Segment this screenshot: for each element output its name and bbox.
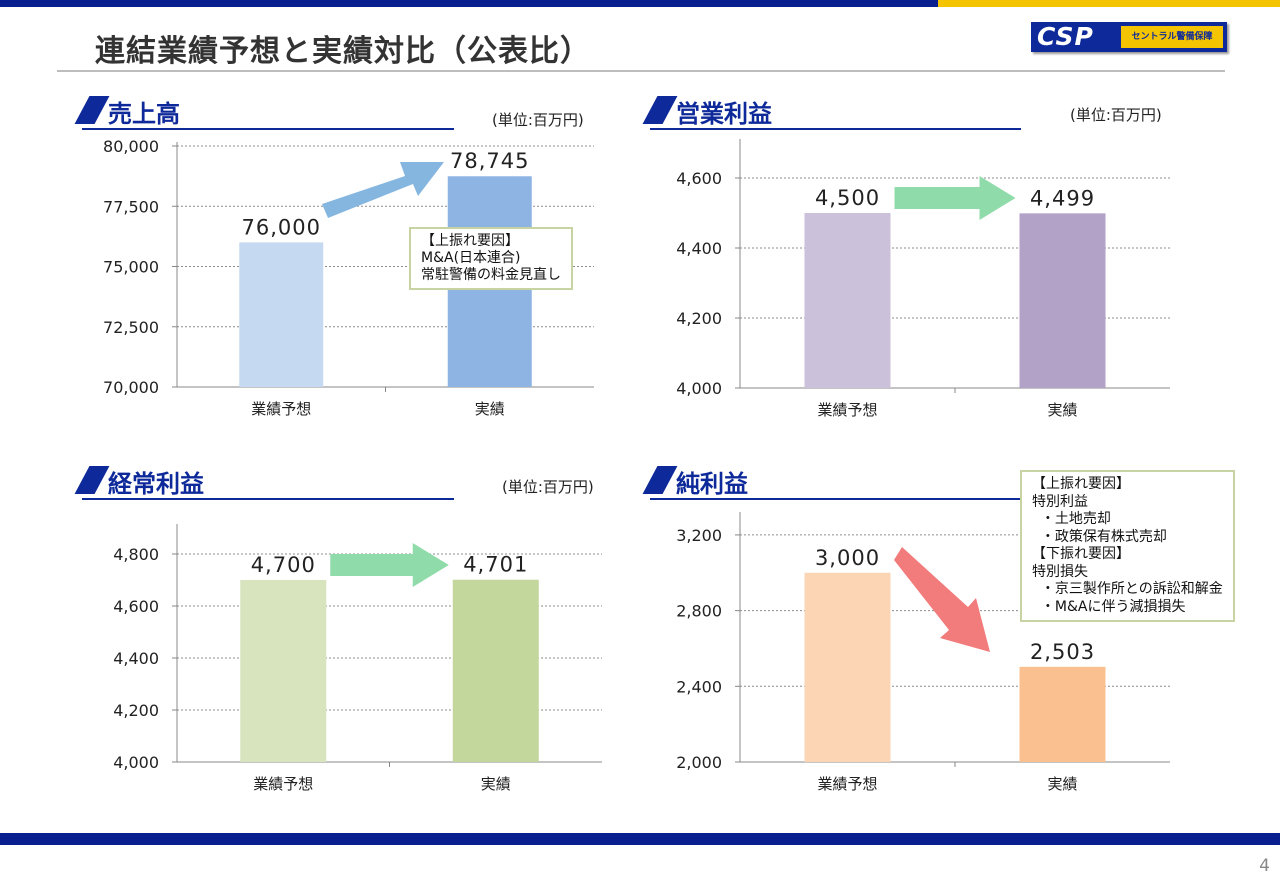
note-line: 常駐警備の料金見直し (421, 267, 561, 283)
net-income-bar-chart: 2,000 2,400 2,800 3,200 3,000 業績予想 2,503 実績 (676, 512, 1170, 793)
y-tick-label: 77,500 (103, 197, 159, 216)
ordinary-profit-bar-chart: 4,000 4,200 4,400 4,600 4,800 4,700 業績予想 4,701 実… (113, 524, 602, 793)
unit-label: (単位:百万円) (502, 478, 594, 496)
change-arrow (894, 547, 990, 652)
y-tick-label: 2,400 (676, 677, 722, 696)
panel-title-rule (650, 498, 1021, 500)
panel-title-text: 経常利益 (108, 470, 204, 498)
y-tick-label: 75,000 (103, 258, 159, 277)
bar-actual (1019, 666, 1106, 762)
panel-ordinary-profit: 経常利益 (単位:百万円) 4,000 4,200 4,400 4,600 4,800 4… (74, 462, 682, 832)
y-tick-label: 4,600 (113, 597, 159, 616)
page-title: 連結業績予想と実績対比（公表比） (95, 34, 591, 69)
y-tick-label: 2,000 (676, 753, 722, 772)
bar-value-label: 3,000 (815, 546, 880, 570)
unit-label: (単位:百万円) (492, 111, 584, 129)
y-tick-label: 3,200 (676, 526, 722, 545)
net-income-factor-note: 【上振れ要因】 特別利益 ・土地売却 ・政策保有株式売却 【下振れ要因】 特別損失 ・… (1020, 470, 1235, 622)
logo-mark: CSP (1037, 22, 1094, 51)
y-tick-label: 4,200 (676, 309, 722, 328)
x-category-label: 業績予想 (251, 400, 311, 418)
change-arrow (330, 543, 449, 587)
panel-title-rule (650, 128, 1021, 130)
change-arrow (322, 162, 444, 218)
bar-value-label: 4,701 (463, 553, 528, 577)
bar-forecast (804, 213, 891, 388)
y-tick-label: 4,600 (676, 169, 722, 188)
company-logo: CSP セントラル警備保障 (1031, 22, 1227, 52)
y-tick-label: 4,800 (113, 545, 159, 564)
panel-operating-profit: 営業利益 (単位:百万円) 4,000 4,200 4,400 4,600 4,500 業… (642, 92, 1250, 462)
note-line: ・京三製作所との訴訟和解金 (1032, 581, 1223, 597)
y-tick-label: 2,800 (676, 602, 722, 621)
sales-factor-note: 【上振れ要因】 M&A(日本連合) 常駐警備の料金見直し (409, 227, 573, 290)
y-tick-label: 4,400 (676, 239, 722, 258)
note-line: ・土地売却 (1032, 511, 1111, 527)
panel-title-text: 売上高 (108, 100, 180, 128)
x-category-label: 実績 (1047, 775, 1077, 793)
bar-value-label: 78,745 (450, 149, 529, 173)
top-accent-bar-blue (0, 0, 938, 7)
top-accent-bar-yellow (938, 0, 1280, 7)
y-tick-label: 4,000 (676, 379, 722, 398)
panel-net-income: 純利益 2,000 2,400 2,800 3,200 3,000 業績予想 2,503 実績… (642, 462, 1250, 832)
y-tick-label: 4,000 (113, 753, 159, 772)
note-line: 特別利益 (1032, 493, 1088, 510)
x-category-label: 実績 (481, 775, 511, 793)
bar-value-label: 4,500 (815, 186, 880, 210)
y-tick-label: 4,400 (113, 649, 159, 668)
panel-title-rule (82, 498, 454, 500)
y-tick-label: 4,200 (113, 701, 159, 720)
bar-forecast (804, 572, 891, 762)
y-tick-label: 80,000 (103, 137, 159, 156)
panel-sales: 売上高 (単位:百万円) 70,000 72,500 75,000 77,500 80,… (74, 92, 682, 462)
title-slash-icon (74, 96, 110, 124)
page-number: 4 (1259, 856, 1270, 876)
note-line: ・政策保有株式売却 (1032, 528, 1167, 545)
note-line: 【下振れ要因】 (1032, 546, 1130, 562)
bottom-accent-bar (0, 833, 1280, 845)
title-divider (57, 70, 1225, 72)
note-line: 【上振れ要因】 (421, 233, 519, 249)
y-tick-label: 72,500 (103, 318, 159, 337)
note-line: 特別損失 (1032, 563, 1088, 580)
bar-value-label: 4,700 (251, 553, 316, 577)
x-category-label: 業績予想 (817, 401, 877, 419)
operating-profit-bar-chart: 4,000 4,200 4,400 4,600 4,500 業績予想 4,499 実績 (676, 139, 1170, 419)
x-category-label: 業績予想 (817, 775, 877, 793)
bar-actual (452, 579, 539, 762)
x-category-label: 業績予想 (253, 775, 313, 793)
logo-subtitle: セントラル警備保障 (1121, 26, 1223, 48)
bar-value-label: 4,499 (1030, 186, 1095, 210)
note-line: ・M&Aに伴う減損損失 (1032, 598, 1186, 615)
change-arrow (894, 176, 1016, 220)
panel-title-text: 営業利益 (676, 100, 772, 128)
sales-bar-chart: 70,000 72,500 75,000 77,500 80,000 76,000 業績予想… (103, 137, 594, 418)
panel-title-text: 純利益 (676, 470, 748, 498)
panel-title-rule (82, 128, 454, 130)
x-category-label: 実績 (475, 400, 505, 418)
unit-label: (単位:百万円) (1070, 106, 1162, 124)
bar-value-label: 2,503 (1030, 640, 1095, 664)
y-tick-label: 70,000 (103, 378, 159, 397)
bar-value-label: 76,000 (242, 215, 321, 239)
bar-forecast (240, 580, 327, 762)
bar-forecast (239, 242, 324, 387)
note-line: M&A(日本連合) (421, 250, 521, 266)
note-line: 【上振れ要因】 (1032, 476, 1130, 492)
bar-actual (1019, 213, 1106, 388)
title-slash-icon (74, 466, 110, 494)
x-category-label: 実績 (1047, 401, 1077, 419)
